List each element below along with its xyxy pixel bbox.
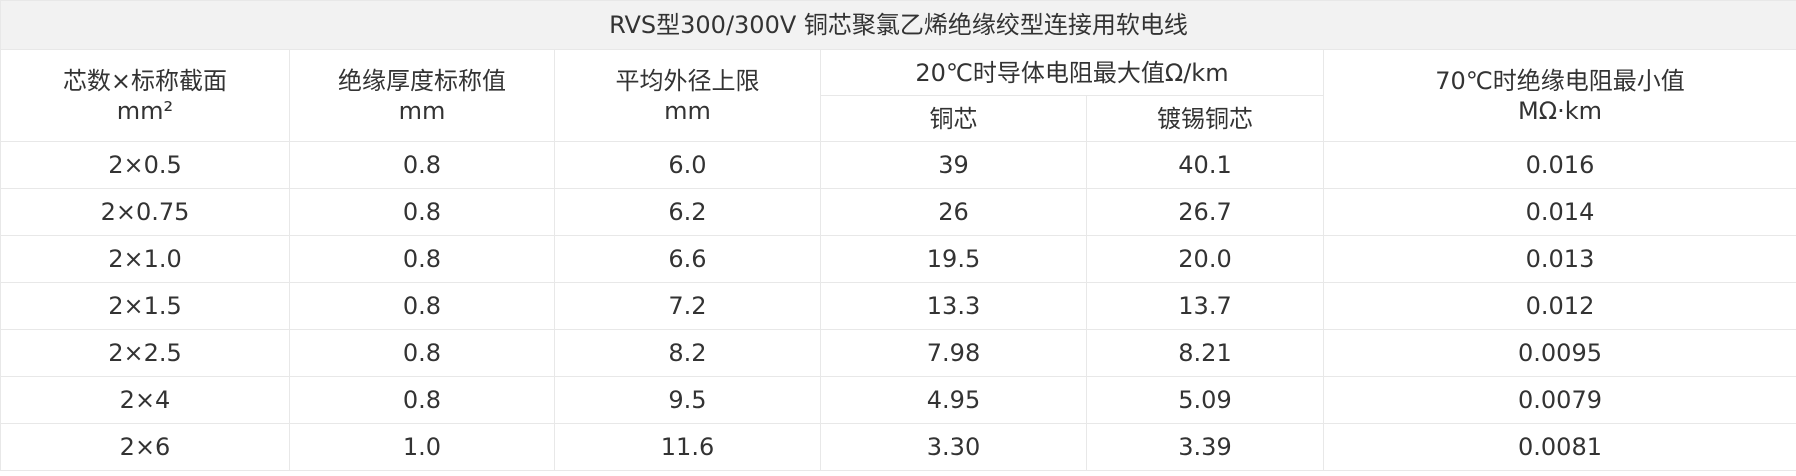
cell: 8.21 bbox=[1086, 329, 1324, 377]
cell: 0.8 bbox=[289, 141, 555, 189]
cell: 26.7 bbox=[1086, 188, 1324, 236]
cell: 2×2.5 bbox=[0, 329, 290, 377]
header-unit: mm² bbox=[116, 96, 174, 125]
header-unit: mm bbox=[398, 96, 446, 125]
cell: 20.0 bbox=[1086, 235, 1324, 283]
header-row: 芯数×标称截面 mm² 绝缘厚度标称值 mm 平均外径上限 mm 20℃时导体电阻最大值Ω/… bbox=[0, 49, 1796, 142]
cell: 0.8 bbox=[289, 235, 555, 283]
group-header: 20℃时导体电阻最大值Ω/km bbox=[820, 49, 1324, 96]
title-text: RVS型300/300V 铜芯聚氯乙烯绝缘绞型连接用软电线 bbox=[609, 11, 1188, 39]
cell: 6.6 bbox=[554, 235, 821, 283]
sub-header: 铜芯 bbox=[820, 95, 1087, 142]
cell: 7.2 bbox=[554, 282, 821, 330]
cell: 0.8 bbox=[289, 329, 555, 377]
cell: 40.1 bbox=[1086, 141, 1324, 189]
data-row: 2×2.5 0.8 8.2 7.98 8.21 0.0095 bbox=[0, 329, 1796, 377]
cell: 6.0 bbox=[554, 141, 821, 189]
cell: 2×6 bbox=[0, 423, 290, 471]
header-label: 绝缘厚度标称值 bbox=[338, 66, 506, 95]
header-row: 铜芯 镀锡铜芯 bbox=[1, 95, 1796, 142]
cell: 0.8 bbox=[289, 282, 555, 330]
cell: 11.6 bbox=[554, 423, 821, 471]
cell: 19.5 bbox=[820, 235, 1087, 283]
header-label: 铜芯 bbox=[929, 104, 978, 133]
header-unit: MΩ·km bbox=[1518, 96, 1602, 125]
data-row: 2×0.5 0.8 6.0 39 40.1 0.016 bbox=[0, 141, 1796, 189]
cell: 0.0081 bbox=[1322, 423, 1796, 471]
cell: 0.8 bbox=[289, 376, 555, 424]
data-row: 2×1.0 0.8 6.6 19.5 20.0 0.013 bbox=[0, 235, 1796, 283]
header-label: 芯数×标称截面 bbox=[62, 66, 228, 95]
cell: 8.2 bbox=[554, 329, 821, 377]
cell: 0.0079 bbox=[1322, 376, 1796, 424]
cell: 6.2 bbox=[554, 188, 821, 236]
cell: 2×4 bbox=[0, 376, 290, 424]
cell: 3.30 bbox=[820, 423, 1087, 471]
header-unit: mm bbox=[664, 96, 711, 125]
cell: 13.7 bbox=[1086, 282, 1324, 330]
cell: 39 bbox=[820, 141, 1087, 189]
sub-header: 镀锡铜芯 bbox=[1086, 95, 1324, 142]
header-label: 70℃时绝缘电阻最小值 bbox=[1435, 66, 1685, 95]
cell: 2×0.5 bbox=[0, 141, 290, 189]
data-row: 2×1.5 0.8 7.2 13.3 13.7 0.012 bbox=[0, 282, 1796, 330]
cell: 9.5 bbox=[554, 376, 821, 424]
table-title: RVS型300/300V 铜芯聚氯乙烯绝缘绞型连接用软电线 bbox=[0, 0, 1796, 50]
cell: 0.012 bbox=[1322, 282, 1796, 330]
cell: 0.013 bbox=[1322, 235, 1796, 283]
cell: 3.39 bbox=[1086, 423, 1324, 471]
cell: 13.3 bbox=[820, 282, 1087, 330]
data-row: 2×6 1.0 11.6 3.30 3.39 0.0081 bbox=[0, 423, 1796, 471]
column-header: 70℃时绝缘电阻最小值 MΩ·km bbox=[1322, 49, 1796, 142]
cell: 2×1.5 bbox=[0, 282, 290, 330]
column-header: 绝缘厚度标称值 mm bbox=[289, 49, 555, 142]
header-label: 镀锡铜芯 bbox=[1157, 104, 1253, 133]
cell: 26 bbox=[820, 188, 1087, 236]
cell: 4.95 bbox=[820, 376, 1087, 424]
cell: 0.0095 bbox=[1322, 329, 1796, 377]
cell: 2×1.0 bbox=[0, 235, 290, 283]
header-label: 20℃时导体电阻最大值Ω/km bbox=[915, 58, 1229, 87]
data-row: 2×4 0.8 9.5 4.95 5.09 0.0079 bbox=[0, 376, 1796, 424]
data-row: 2×0.75 0.8 6.2 26 26.7 0.014 bbox=[0, 188, 1796, 236]
header-label: 平均外径上限 bbox=[615, 66, 760, 95]
cell: 5.09 bbox=[1086, 376, 1324, 424]
title-row: RVS型300/300V 铜芯聚氯乙烯绝缘绞型连接用软电线 bbox=[0, 0, 1796, 50]
cell: 0.014 bbox=[1322, 188, 1796, 236]
column-header: 平均外径上限 mm bbox=[554, 49, 821, 142]
cell: 0.8 bbox=[289, 188, 555, 236]
cell: 1.0 bbox=[289, 423, 555, 471]
cell: 2×0.75 bbox=[0, 188, 290, 236]
column-header: 芯数×标称截面 mm² bbox=[0, 49, 290, 142]
cell: 0.016 bbox=[1322, 141, 1796, 189]
cell: 7.98 bbox=[820, 329, 1087, 377]
